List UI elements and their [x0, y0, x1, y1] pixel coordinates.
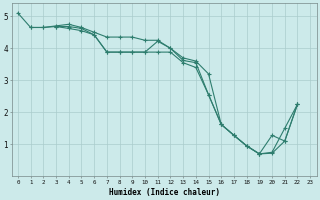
X-axis label: Humidex (Indice chaleur): Humidex (Indice chaleur) — [108, 188, 220, 197]
